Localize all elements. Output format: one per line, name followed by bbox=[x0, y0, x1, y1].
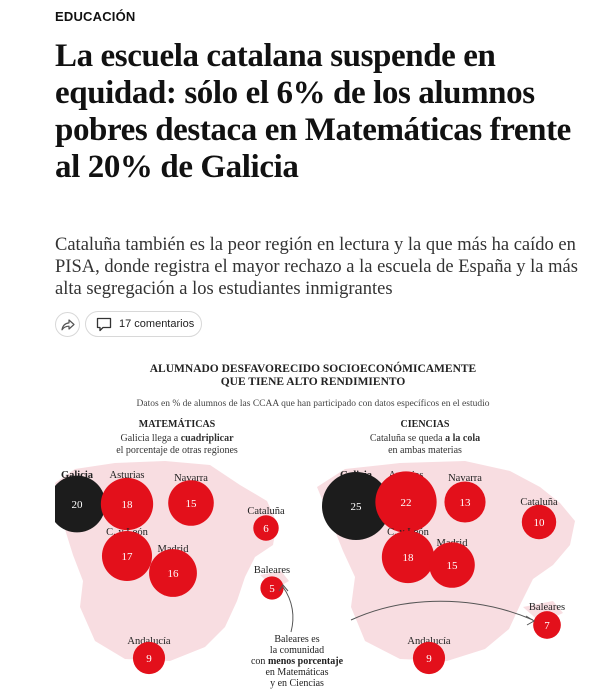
bubble-navarra bbox=[444, 481, 486, 523]
panel-heading-ciencias: CIENCIAS bbox=[401, 419, 450, 430]
bubble-andalucía bbox=[412, 641, 446, 675]
bubble-value-asturias: 22 bbox=[401, 497, 412, 509]
comment-icon bbox=[96, 317, 112, 331]
bubble-value-cataluña: 10 bbox=[534, 517, 546, 529]
bubble-value-madrid: 15 bbox=[447, 560, 459, 572]
bubble-andalucía bbox=[132, 641, 166, 675]
bubble-galicia bbox=[55, 475, 106, 533]
bubble-cataluña bbox=[253, 515, 279, 541]
comments-button[interactable]: 17 comentarios bbox=[85, 311, 202, 337]
subtitle: Cataluña también es la peor región en le… bbox=[55, 235, 578, 299]
region-label-asturias: Asturias bbox=[110, 470, 145, 481]
bubble-baleares bbox=[260, 576, 284, 600]
panel-note2-matematicas: el porcentaje de otras regiones bbox=[116, 445, 238, 456]
infographic-subtitle: Datos en % de alumnos de las CCAA que ha… bbox=[137, 398, 490, 409]
callout-arrowhead bbox=[278, 584, 289, 592]
bubble-galicia bbox=[322, 472, 390, 540]
panel-note2-ciencias: en ambas materias bbox=[388, 445, 462, 456]
bubble-value-c-y-león: 17 bbox=[122, 551, 134, 563]
bubble-c-y-león bbox=[101, 530, 153, 582]
bubble-value-andalucía: 9 bbox=[426, 653, 432, 665]
bubble-madrid bbox=[429, 542, 475, 588]
bubble-madrid bbox=[149, 549, 197, 597]
bubbles-matematicas: Galicia20Asturias18Navarra15Cataluña6C. … bbox=[55, 470, 290, 675]
region-label-cataluña: Cataluña bbox=[520, 497, 558, 508]
section-tag[interactable]: EDUCACIÓN bbox=[55, 9, 136, 24]
bubble-value-galicia: 25 bbox=[351, 501, 363, 513]
region-label-cataluña: Cataluña bbox=[247, 506, 285, 517]
svg-text:con menos porcentaje: con menos porcentaje bbox=[251, 656, 344, 667]
bubble-asturias bbox=[100, 477, 154, 531]
bubble-value-baleares: 5 bbox=[269, 583, 275, 595]
region-label-baleares: Baleares bbox=[529, 602, 565, 613]
bubble-navarra bbox=[168, 480, 214, 526]
bubble-value-madrid: 16 bbox=[168, 568, 180, 580]
svg-text:y en Ciencias: y en Ciencias bbox=[270, 678, 324, 689]
bubble-value-navarra: 13 bbox=[460, 497, 472, 509]
share-button[interactable] bbox=[55, 312, 80, 337]
bubbles-ciencias: Galicia25Asturias22Navarra13Cataluña10C.… bbox=[322, 470, 565, 675]
callout-arrow-baleares-matematicas bbox=[282, 586, 294, 633]
region-label-andalucía: Andalucía bbox=[407, 636, 450, 647]
infographic: ALUMNADO DESFAVORECIDO SOCIOECONÓMICAMEN… bbox=[55, 345, 585, 692]
headline: La escuela catalana suspende en equidad:… bbox=[55, 38, 571, 185]
bubble-c-y-león bbox=[381, 530, 435, 584]
svg-text:la comunidad: la comunidad bbox=[270, 645, 324, 656]
bubble-baleares bbox=[533, 611, 561, 639]
panel-heading-matematicas: MATEMÁTICAS bbox=[139, 418, 216, 430]
region-label-baleares: Baleares bbox=[254, 565, 290, 576]
infographic-title-line2: QUE TIENE ALTO RENDIMIENTO bbox=[221, 376, 406, 388]
svg-text:Baleares es: Baleares es bbox=[274, 634, 319, 645]
region-label-navarra: Navarra bbox=[174, 473, 208, 484]
bubble-value-navarra: 15 bbox=[186, 498, 198, 510]
bubble-value-andalucía: 9 bbox=[146, 653, 152, 665]
region-label-navarra: Navarra bbox=[448, 473, 482, 484]
bubble-value-cataluña: 6 bbox=[263, 523, 269, 535]
callout-baleares: Baleares es la comunidad con menos porce… bbox=[251, 634, 344, 689]
panel-note-matematicas: Galicia llega a cuadriplicar bbox=[120, 433, 234, 444]
bubble-cataluña bbox=[521, 504, 557, 540]
bubble-value-galicia: 20 bbox=[72, 499, 84, 511]
bubble-asturias bbox=[375, 471, 437, 533]
infographic-title-line1: ALUMNADO DESFAVORECIDO SOCIOECONÓMICAMEN… bbox=[150, 361, 477, 375]
region-label-andalucía: Andalucía bbox=[127, 636, 170, 647]
callout-arrowhead bbox=[525, 615, 535, 626]
bubble-value-baleares: 7 bbox=[544, 620, 550, 632]
region-label-galicia: Galicia bbox=[61, 470, 94, 481]
comments-count: 17 comentarios bbox=[119, 318, 195, 330]
svg-text:en Matemáticas: en Matemáticas bbox=[265, 667, 328, 678]
panel-note-ciencias: Cataluña se queda a la cola bbox=[370, 433, 480, 444]
bubble-value-c-y-león: 18 bbox=[403, 552, 415, 564]
bubble-value-asturias: 18 bbox=[122, 499, 134, 511]
share-icon bbox=[61, 319, 75, 331]
callout-arrow-baleares-ciencias bbox=[350, 600, 534, 621]
